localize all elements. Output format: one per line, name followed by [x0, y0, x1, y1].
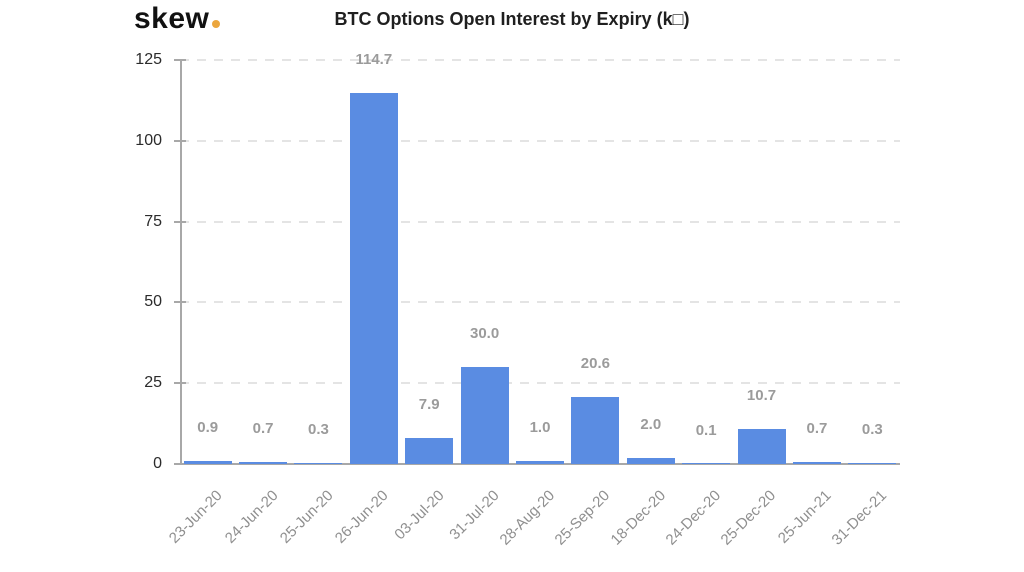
- bar: [737, 429, 786, 464]
- y-axis-tick-label: 50: [144, 293, 162, 311]
- bar-value-label: 114.7: [355, 51, 393, 69]
- y-axis-tick-label: 100: [135, 131, 162, 149]
- x-axis-tick-label: 25-Dec-20: [718, 487, 780, 549]
- bar-value-label: 2.0: [640, 415, 662, 433]
- bar-value-label: 10.7: [746, 387, 777, 405]
- bar: [571, 397, 620, 464]
- bar-value-label: 0.3: [308, 421, 329, 439]
- bar-value-label: 0.9: [197, 419, 219, 437]
- y-axis-tick-label: 25: [144, 374, 162, 392]
- bar: [294, 463, 343, 464]
- bar-value-label: 0.7: [252, 419, 274, 437]
- x-axis-tick-label: 18-Dec-20: [607, 487, 669, 549]
- bar-value-label: 0.1: [695, 421, 717, 439]
- gridline: [180, 301, 900, 304]
- x-axis-tick-label: 25-Jun-20: [276, 487, 337, 547]
- skew-logo: skew: [134, 2, 221, 36]
- gridline: [180, 139, 900, 142]
- gridline: [180, 382, 900, 385]
- bar-value-label: 20.6: [580, 355, 610, 373]
- bar-value-label: 0.3: [861, 421, 883, 439]
- bar-value-label: 0.7: [806, 419, 828, 437]
- x-axis-tick-label: 25-Jun-21: [775, 487, 835, 547]
- x-axis-tick-label: 24-Dec-20: [662, 487, 725, 549]
- bar: [682, 463, 731, 464]
- x-axis-tick-label: 24-Jun-20: [221, 487, 282, 547]
- plot-area: 0 25 50 75 100 125 0.9 23-Jun-20 0.7 24-Jun-20 0.3…: [135, 51, 900, 549]
- x-axis-line: [179, 463, 900, 465]
- chart-title: BTC Options Open Interest by Expiry (k□): [334, 9, 690, 29]
- x-axis-tick-label: 31-Dec-21: [828, 487, 891, 549]
- bar: [792, 461, 841, 464]
- bar-value-label: 7.9: [418, 396, 440, 414]
- logo-text: skew: [134, 2, 210, 35]
- bar-value-label: 1.0: [529, 418, 551, 436]
- bar: [405, 438, 454, 464]
- x-axis-tick-label: 03-Jul-20: [390, 487, 448, 544]
- gridline: [180, 220, 900, 223]
- y-axis-line: [180, 60, 182, 464]
- bar: [183, 461, 232, 464]
- bar: [626, 457, 675, 464]
- x-axis-tick-label: 23-Jun-20: [165, 487, 226, 547]
- x-axis-tick-label: 28-Aug-20: [496, 487, 559, 549]
- x-axis-tick-label: 26-Jun-20: [332, 487, 392, 547]
- bar: [848, 463, 897, 464]
- gridline: [180, 59, 900, 61]
- y-axis-tick-label: 125: [135, 51, 162, 68]
- bar: [239, 461, 288, 464]
- x-axis-tick-label: 31-Jul-20: [446, 487, 503, 544]
- bar: [516, 460, 564, 464]
- logo-dot-icon: [212, 20, 221, 28]
- x-axis-tick-label: 25-Sep-20: [551, 487, 614, 549]
- bar: [460, 367, 509, 464]
- bar-value-label: 30.0: [470, 325, 500, 343]
- y-axis-tick-label: 0: [153, 455, 162, 472]
- bar: [349, 93, 398, 464]
- y-axis-tick-label: 75: [144, 212, 162, 230]
